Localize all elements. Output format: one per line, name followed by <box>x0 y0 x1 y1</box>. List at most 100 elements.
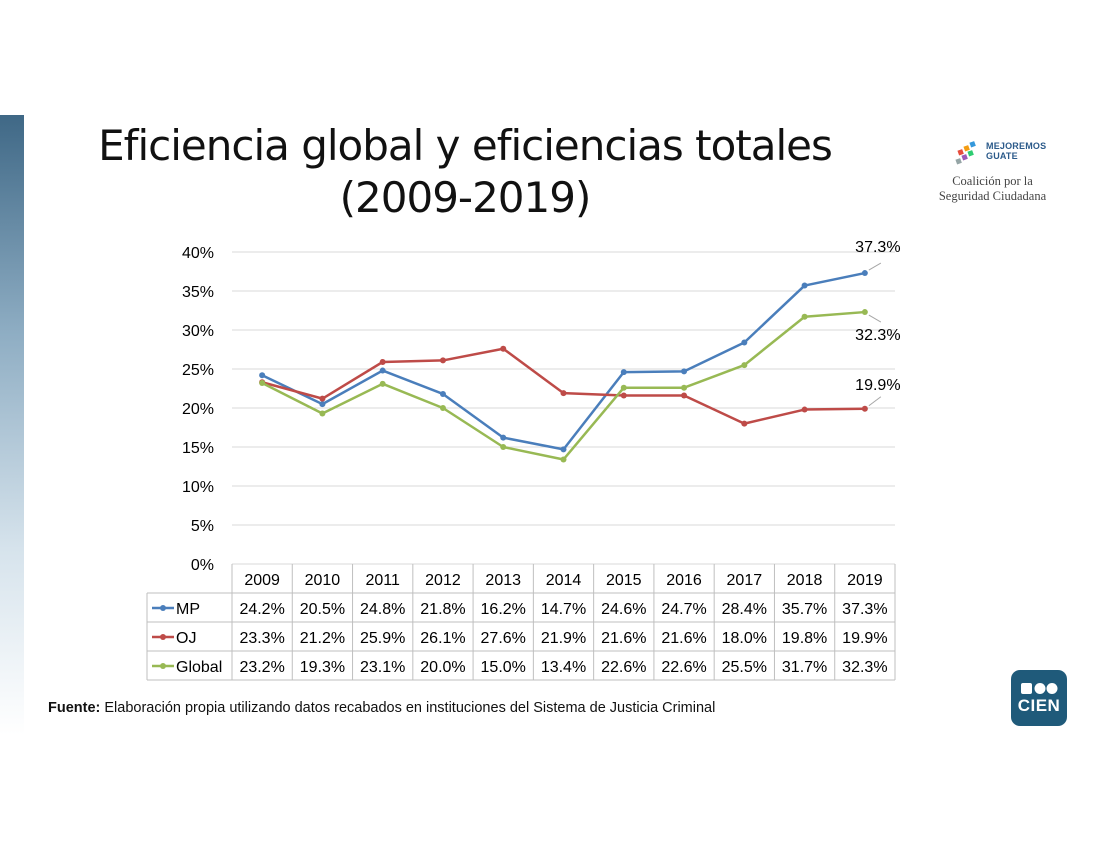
table-cell: 24.6% <box>601 601 646 618</box>
legend-marker-mp <box>160 605 166 611</box>
cien-dots-icon <box>1021 683 1058 694</box>
y-tick-label: 25% <box>182 362 214 379</box>
table-cell: 19.8% <box>782 630 827 647</box>
table-cell: 21.8% <box>420 601 465 618</box>
x-category-label: 2011 <box>365 572 400 589</box>
x-category-label: 2018 <box>787 572 823 589</box>
data-point-mp <box>560 446 567 453</box>
table-cell: 32.3% <box>842 659 887 676</box>
table-cell: 21.9% <box>541 630 586 647</box>
data-point-global <box>681 384 688 391</box>
table-cell: 21.6% <box>601 630 646 647</box>
brand-line-2: GUATE <box>986 151 1018 161</box>
data-point-mp <box>620 369 627 376</box>
data-point-global <box>861 309 868 316</box>
table-cell: 25.9% <box>360 630 405 647</box>
coalition-line-2: Seguridad Ciudadana <box>938 189 1047 203</box>
data-point-oj <box>379 358 386 365</box>
table-cell: 23.1% <box>360 659 405 676</box>
y-tick-label: 35% <box>182 284 214 301</box>
source-note: Fuente: Elaboración propia utilizando da… <box>48 700 715 716</box>
data-point-oj <box>319 395 326 402</box>
table-cell: 22.6% <box>661 659 706 676</box>
data-point-oj <box>620 392 627 399</box>
table-cell: 19.3% <box>300 659 345 676</box>
data-point-mp <box>379 367 386 374</box>
legend-marker-oj <box>160 634 166 640</box>
cien-logo-text: CIEN <box>1017 696 1061 715</box>
mejoremos-guate-logo: MEJOREMOS GUATE Coalición por la Segurid… <box>930 138 1055 208</box>
table-cell: 26.1% <box>420 630 465 647</box>
data-point-oj <box>500 345 507 352</box>
coalition-subtitle: Coalición por la Seguridad Ciudadana <box>930 174 1055 204</box>
y-tick-label: 20% <box>182 401 214 418</box>
table-cell: 13.4% <box>541 659 586 676</box>
data-point-mp <box>681 368 688 375</box>
table-cell: 27.6% <box>481 630 526 647</box>
data-point-mp <box>319 401 326 408</box>
leader-line <box>868 396 882 407</box>
data-point-global <box>379 380 386 387</box>
data-point-global <box>319 410 326 417</box>
data-point-mp <box>741 339 748 346</box>
x-category-label: 2013 <box>485 572 521 589</box>
table-cell: 23.3% <box>239 630 284 647</box>
table-cell: 22.6% <box>601 659 646 676</box>
series-line-mp <box>261 271 866 451</box>
legend-label-mp: MP <box>176 601 200 618</box>
data-point-oj <box>801 406 808 413</box>
x-category-label: 2016 <box>666 572 702 589</box>
data-point-oj <box>861 405 868 412</box>
leader-line <box>868 262 882 271</box>
cien-logo: CIEN <box>1011 670 1067 726</box>
table-cell: 28.4% <box>722 601 767 618</box>
data-point-global <box>500 444 507 450</box>
end-data-label-global: 32.3% <box>855 327 900 344</box>
table-cell: 18.0% <box>722 630 767 647</box>
source-text: Elaboración propia utilizando datos reca… <box>100 700 716 716</box>
slide-title: Eficiencia global y eficiencias totales … <box>90 120 840 224</box>
table-cell: 24.8% <box>360 601 405 618</box>
end-data-label-mp: 37.3% <box>855 239 900 256</box>
data-point-global <box>560 456 567 463</box>
mejoremos-guate-mark-icon <box>955 141 976 165</box>
x-category-label: 2015 <box>606 572 642 589</box>
legend-marker-global <box>160 663 166 669</box>
coalition-line-1: Coalición por la <box>952 174 1033 188</box>
legend-label-global: Global <box>176 659 222 676</box>
data-point-oj <box>439 357 446 364</box>
table-cell: 23.2% <box>239 659 284 676</box>
data-point-mp <box>439 390 446 397</box>
table-cell: 20.5% <box>300 601 345 618</box>
y-tick-label: 10% <box>182 479 214 496</box>
side-accent-bar <box>0 115 24 735</box>
data-point-oj <box>741 420 748 427</box>
title-line-1: Eficiencia global y eficiencias totales <box>98 121 833 170</box>
x-category-label: 2010 <box>305 572 341 589</box>
mejoremos-guate-wordmark: MEJOREMOS GUATE <box>986 141 1046 161</box>
table-cell: 20.0% <box>420 659 465 676</box>
table-cell: 31.7% <box>782 659 827 676</box>
table-cell: 21.2% <box>300 630 345 647</box>
x-category-label: 2017 <box>727 572 763 589</box>
legend-label-oj: OJ <box>176 630 196 647</box>
data-point-global <box>439 405 446 411</box>
table-cell: 19.9% <box>842 630 887 647</box>
data-point-mp <box>861 270 868 277</box>
end-data-label-oj: 19.9% <box>855 377 900 394</box>
data-point-mp <box>801 282 808 289</box>
y-tick-label: 30% <box>182 323 214 340</box>
data-point-global <box>620 384 627 391</box>
data-point-oj <box>681 392 688 399</box>
data-point-mp <box>259 372 266 379</box>
table-cell: 14.7% <box>541 601 586 618</box>
series-line-global <box>261 310 865 461</box>
table-cell: 35.7% <box>782 601 827 618</box>
table-cell: 16.2% <box>481 601 526 618</box>
table-cell: 21.6% <box>661 630 706 647</box>
data-point-oj <box>560 390 567 397</box>
y-tick-label: 40% <box>182 245 214 262</box>
x-category-label: 2014 <box>546 572 582 589</box>
table-cell: 37.3% <box>842 601 887 618</box>
